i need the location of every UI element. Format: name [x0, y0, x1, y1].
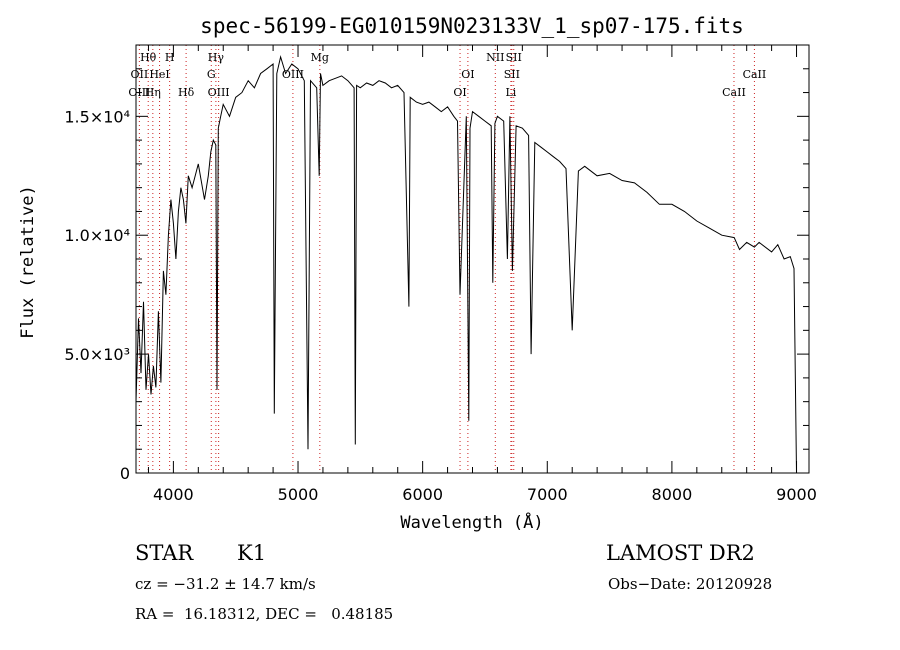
x-tick-label: 8000	[652, 485, 693, 504]
x-tick-label: 7000	[527, 485, 568, 504]
subclass-label: K1	[237, 541, 267, 565]
chart-title: spec-56199-EG010159N023133V_1_sp07-175.f…	[200, 14, 744, 38]
y-tick-label: 0	[120, 464, 130, 483]
x-tick-label: 5000	[278, 485, 319, 504]
line-annotation-label: Hγ	[208, 51, 225, 64]
spectrum-line	[135, 54, 797, 474]
line-annotation-label: OIII	[128, 86, 150, 99]
line-annotation-label: G	[207, 68, 216, 81]
x-axis-label: Wavelength (Å)	[400, 511, 543, 533]
line-annotation-label: Mg	[311, 51, 329, 64]
x-tick-label: 9000	[776, 485, 817, 504]
obs-date-line: Obs−Date: 20120928	[608, 575, 773, 593]
line-annotation-label: HeI	[149, 68, 169, 81]
spectrum-series	[135, 54, 797, 474]
survey-label: LAMOST DR2	[606, 541, 755, 565]
plot-frame	[135, 44, 810, 474]
class-label: STAR	[135, 541, 194, 565]
axes: 4000 5000 6000 7000 8000 9000 0 5.0×10³ 1.0×10⁴ 1…	[64, 44, 817, 504]
x-tick-label: 6000	[402, 485, 443, 504]
line-annotation-label: CaII	[743, 68, 767, 81]
y-tick-label: 1.5×10⁴	[64, 107, 130, 126]
line-annotation-label: H	[165, 51, 175, 64]
x-tick-label: 4000	[153, 485, 194, 504]
line-annotation-label: Hθ	[140, 51, 157, 64]
line-annotation-label: OI	[461, 68, 474, 81]
y-tick-label: 1.0×10⁴	[64, 226, 130, 245]
line-annotation-label: Hδ	[178, 86, 195, 99]
line-markers	[138, 45, 755, 473]
line-annotation-label: OI	[453, 86, 466, 99]
line-annotation-label: SII	[504, 68, 520, 81]
y-tick-label: 5.0×10³	[64, 345, 130, 364]
redshift-line: cz = −31.2 ± 14.7 km/s	[135, 575, 316, 593]
line-annotation-label: Li	[505, 86, 516, 99]
y-axis-label: Flux (relative)	[18, 185, 38, 339]
coords-line: RA = 16.18312, DEC = 0.48185	[135, 605, 394, 623]
line-annotation-label: CaII	[722, 86, 746, 99]
line-annotation-label: OIII	[208, 86, 230, 99]
line-annotation-label: OII	[131, 68, 149, 81]
line-annotation-label: NII	[486, 51, 504, 64]
line-annotation-label: SII	[506, 51, 522, 64]
line-annotation-label: OIII	[282, 68, 304, 81]
line-annotation-label: Hη	[145, 86, 161, 99]
